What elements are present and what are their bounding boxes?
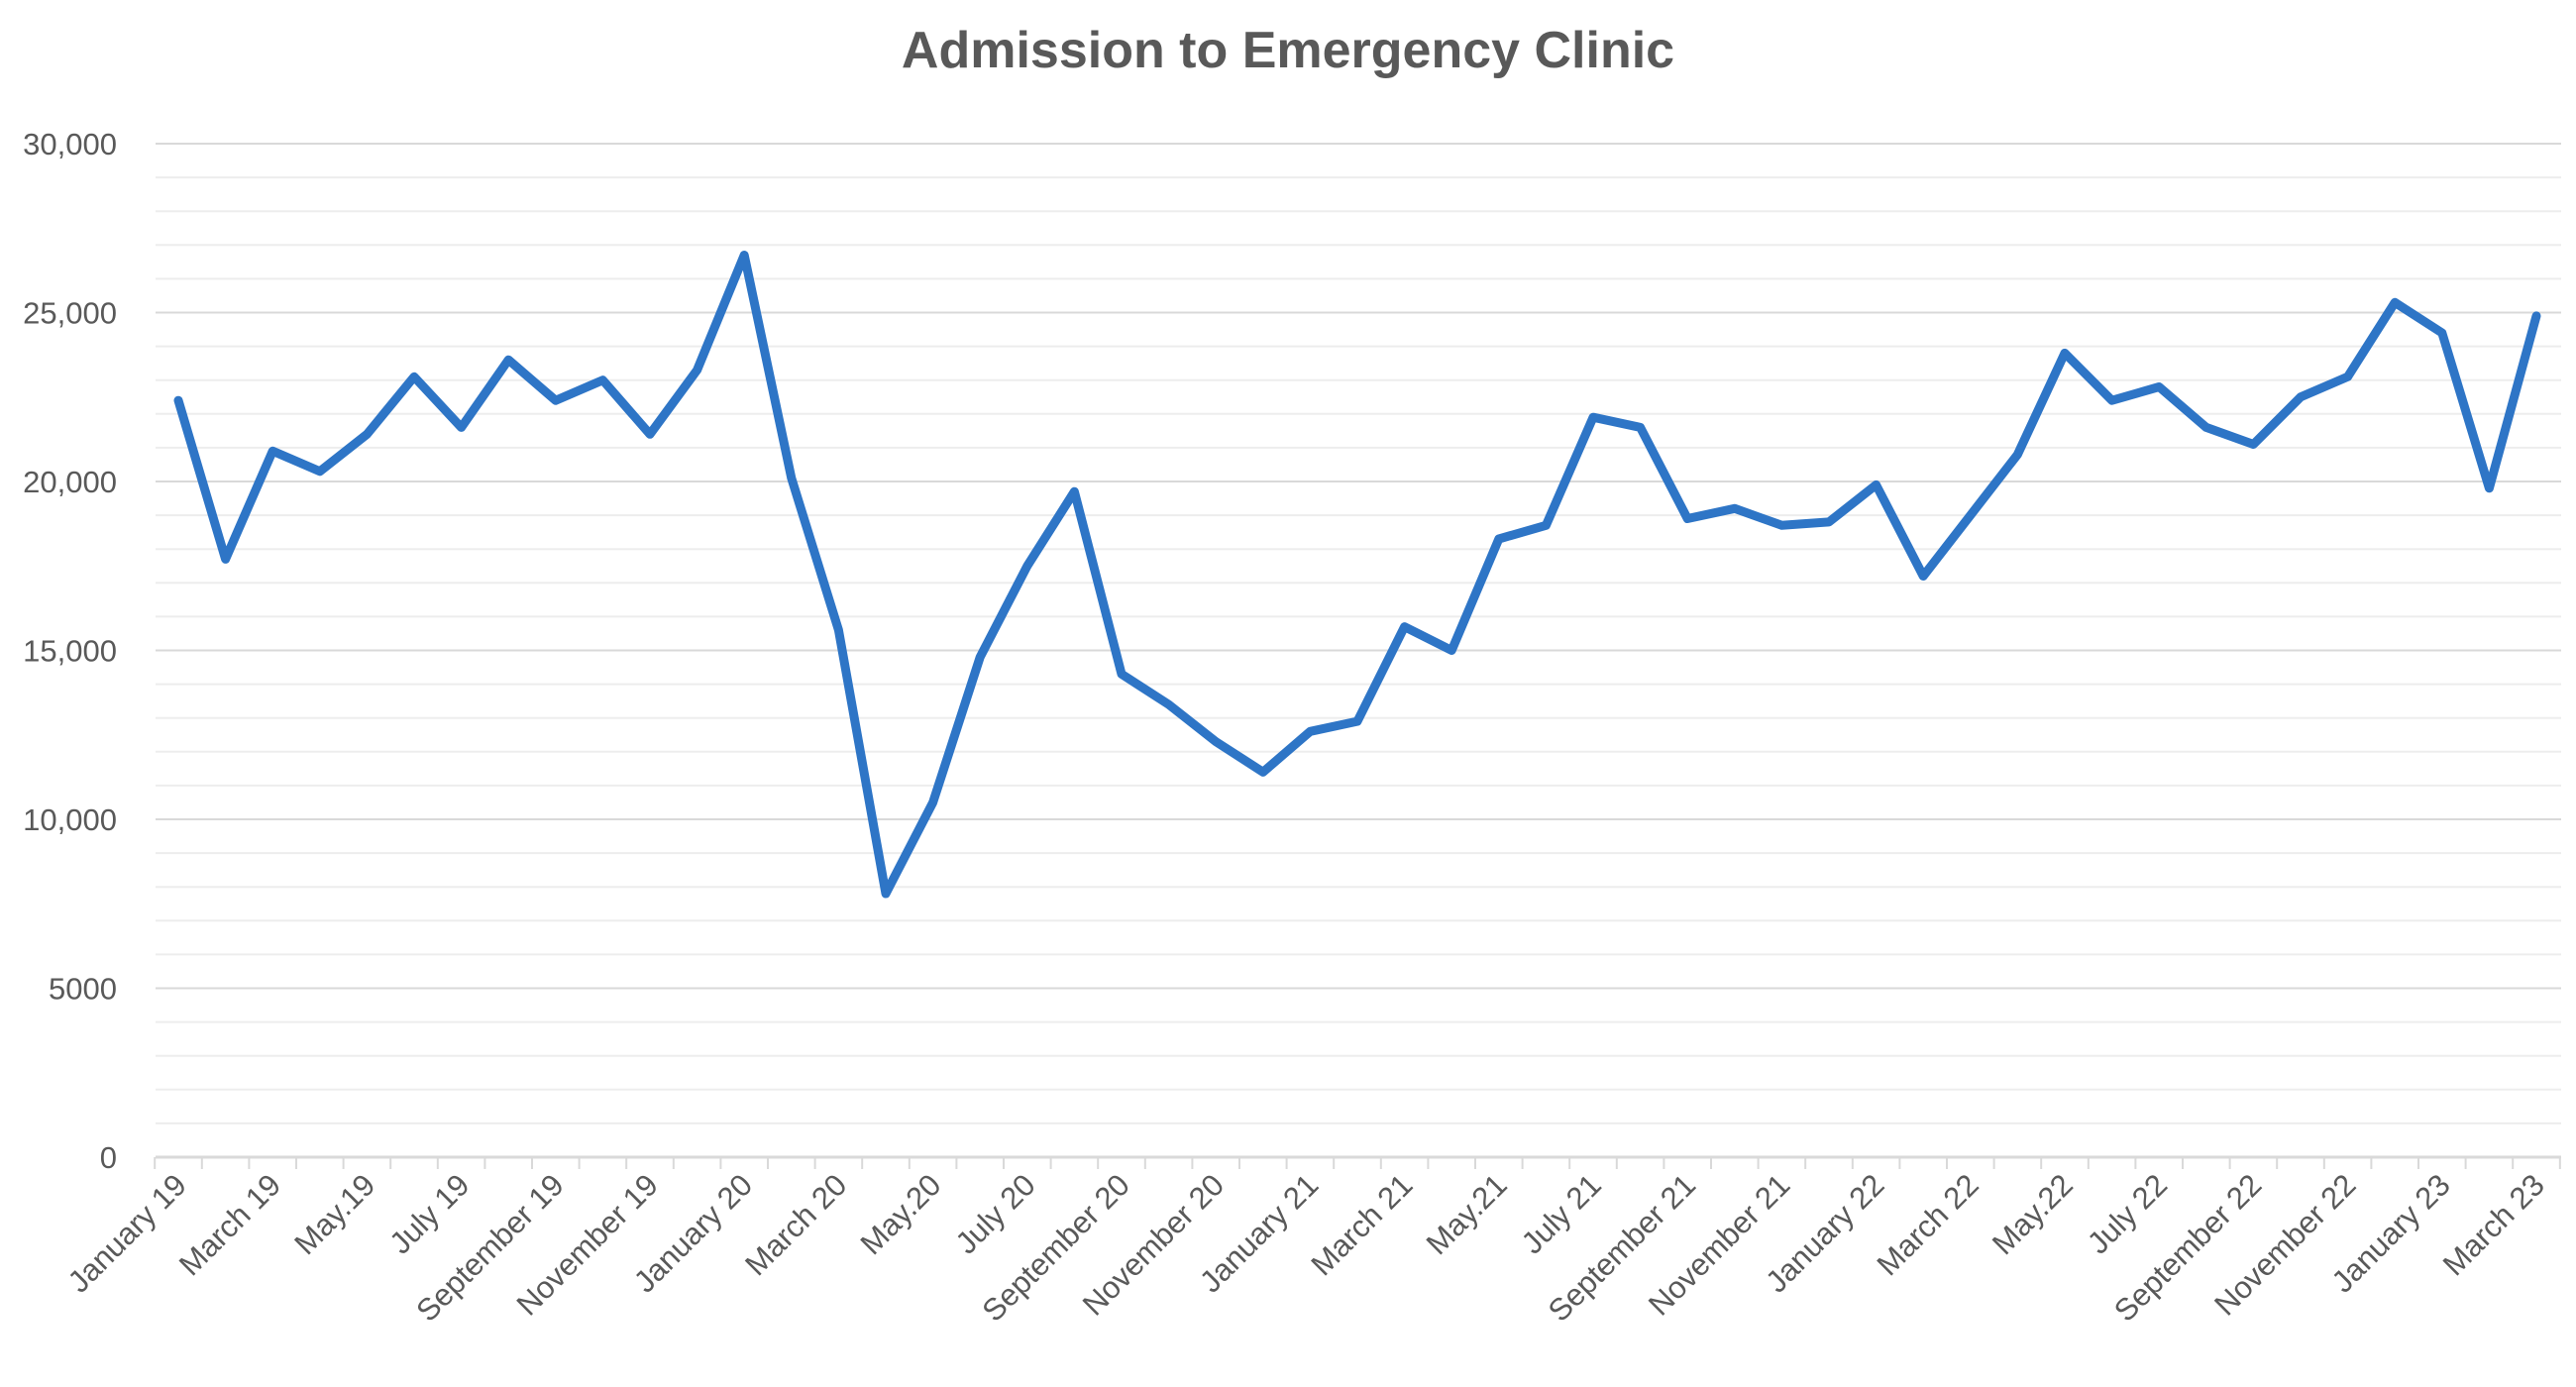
- chart-title: Admission to Emergency Clinic: [902, 22, 1674, 79]
- axes: [154, 1155, 2561, 1169]
- data-point: [1121, 673, 1123, 675]
- y-tick-label: 20,000: [23, 465, 117, 499]
- data-point: [979, 656, 981, 658]
- data-point: [225, 558, 227, 560]
- y-axis-tick-labels: 0 5000 10,000 15,000 20,000 25,000 30,000: [23, 127, 117, 1175]
- y-tick-label: 25,000: [23, 296, 117, 331]
- data-point: [1876, 483, 1878, 485]
- data-point: [2441, 332, 2443, 334]
- data-point: [1450, 650, 1452, 652]
- data-point: [2111, 399, 2113, 401]
- y-tick-label: 0: [100, 1140, 117, 1175]
- data-point: [2064, 352, 2066, 354]
- data-point: [1404, 626, 1406, 628]
- data-point: [1168, 703, 1170, 705]
- data-point: [1026, 565, 1028, 567]
- data-point: [2300, 396, 2302, 398]
- data-point: [1592, 416, 1594, 418]
- data-point: [885, 893, 887, 895]
- data-point: [1970, 514, 1972, 516]
- data-point: [555, 399, 557, 401]
- y-tick-label: 30,000: [23, 127, 117, 161]
- data-point: [271, 450, 273, 452]
- data-point: [1498, 538, 1500, 540]
- data-point: [1922, 575, 1924, 577]
- data-point: [1309, 730, 1311, 732]
- data-point: [2205, 426, 2207, 428]
- data-point: [1545, 524, 1547, 526]
- series-line: [173, 251, 2541, 899]
- data-point: [2252, 443, 2254, 445]
- data-point: [837, 629, 839, 631]
- data-point: [461, 426, 463, 428]
- data-point: [2488, 487, 2490, 489]
- data-point: [2016, 454, 2018, 456]
- data-point: [601, 379, 603, 381]
- data-point: [932, 801, 934, 803]
- data-point: [743, 255, 745, 257]
- data-point: [649, 433, 651, 435]
- data-point: [1686, 518, 1688, 520]
- data-point: [1215, 741, 1217, 743]
- y-tick-label: 5000: [49, 972, 117, 1007]
- data-point: [791, 478, 793, 480]
- data-point: [1073, 490, 1075, 492]
- data-point: [2347, 375, 2349, 377]
- data-point: [366, 433, 368, 435]
- data-point: [507, 359, 509, 361]
- data-point: [1734, 507, 1736, 509]
- series-layer: [173, 251, 2541, 899]
- data-point: [1640, 426, 1642, 428]
- data-point: [177, 399, 179, 401]
- data-point: [1780, 524, 1782, 526]
- y-tick-label: 15,000: [23, 634, 117, 669]
- data-point: [2394, 301, 2396, 303]
- data-point: [1356, 720, 1358, 722]
- data-point: [1262, 771, 1264, 773]
- data-point: [2158, 386, 2160, 388]
- data-point: [1828, 521, 1830, 523]
- data-point: [697, 369, 698, 371]
- data-point: [413, 375, 415, 377]
- data-point: [319, 471, 321, 473]
- y-tick-label: 10,000: [23, 802, 117, 837]
- data-point: [2535, 315, 2537, 317]
